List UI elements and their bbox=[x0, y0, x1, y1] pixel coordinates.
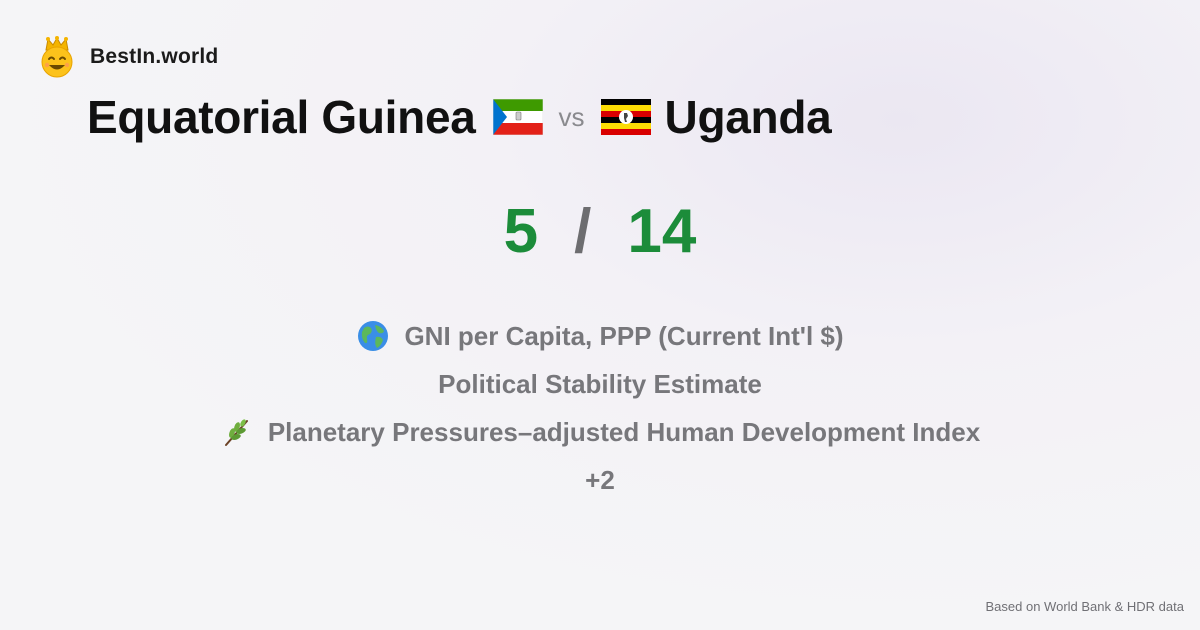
right-country-name: Uganda bbox=[664, 91, 832, 143]
globe-icon bbox=[358, 321, 389, 351]
comparison-title: Equatorial Guinea vs Uganda bbox=[87, 86, 832, 148]
score-row: 5 / 14 bbox=[0, 196, 1200, 267]
metric-label: GNI per Capita, PPP (Current Int'l $) bbox=[404, 320, 844, 351]
brand: BestIn.world bbox=[38, 36, 218, 78]
metric-label: Political Stability Estimate bbox=[438, 368, 762, 399]
herb-icon bbox=[224, 419, 248, 446]
metric-item: Political Stability Estimate bbox=[438, 360, 762, 408]
right-score: 14 bbox=[627, 197, 697, 266]
data-source-note: Based on World Bank & HDR data bbox=[985, 599, 1184, 614]
crown-smiley-icon bbox=[41, 36, 73, 78]
score-separator: / bbox=[574, 197, 592, 266]
metric-item: Planetary Pressures–adjusted Human Devel… bbox=[220, 408, 980, 456]
left-country-name: Equatorial Guinea bbox=[87, 91, 476, 143]
left-score: 5 bbox=[503, 197, 539, 266]
more-metrics-count: +2 bbox=[585, 464, 615, 495]
equatorial-guinea-flag-icon bbox=[492, 99, 543, 135]
vs-label: vs bbox=[558, 101, 585, 132]
metric-label: Planetary Pressures–adjusted Human Devel… bbox=[267, 416, 981, 447]
metric-item: GNI per Capita, PPP (Current Int'l $) bbox=[356, 312, 844, 360]
uganda-flag-icon bbox=[600, 99, 651, 135]
metrics-list: GNI per Capita, PPP (Current Int'l $) Po… bbox=[0, 312, 1200, 504]
brand-name[interactable]: BestIn.world bbox=[90, 45, 219, 68]
